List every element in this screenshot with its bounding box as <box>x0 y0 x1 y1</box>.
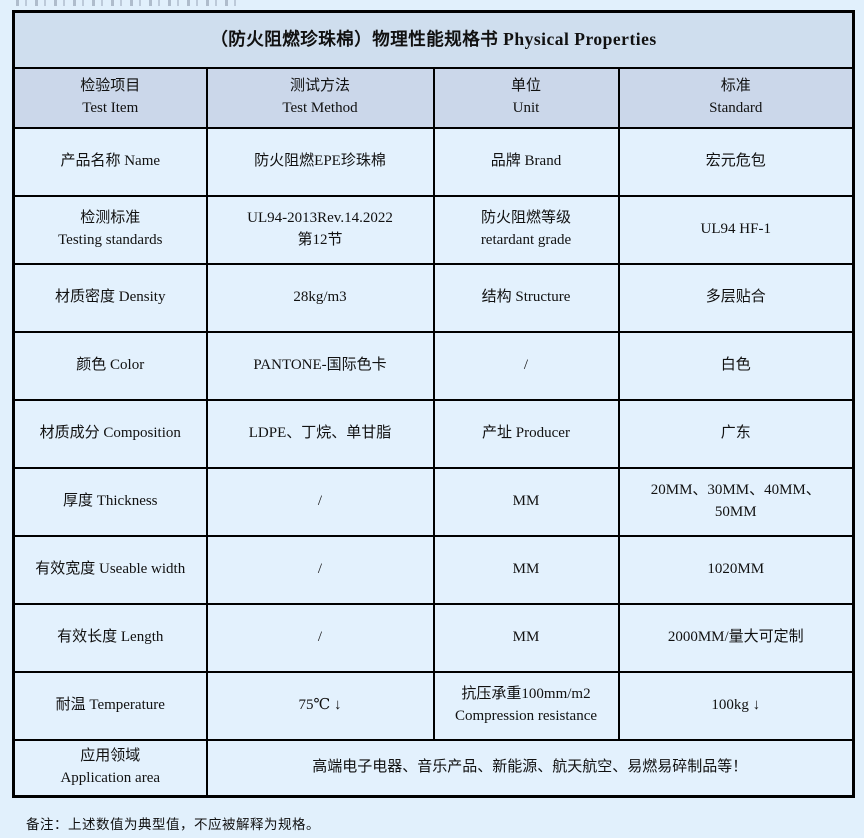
row-label-cell: 应用领域 Application area <box>12 738 208 798</box>
cropped-text-top <box>16 0 238 6</box>
row-value-cell: 白色 <box>617 330 855 401</box>
row-label-cell: 产品名称 Name <box>12 126 208 197</box>
row-label-cell: 品牌 Brand <box>432 126 620 197</box>
row-value-cell: 100kg ↓ <box>617 670 855 741</box>
table-row: 耐温 Temperature 75℃ ↓ 抗压承重100mm/m2 Compre… <box>12 670 855 741</box>
header-row: 检验项目 Test Item 测试方法 Test Method 单位 Unit … <box>12 66 855 129</box>
row-value-cell: 1020MM <box>617 534 855 605</box>
row-value-cell: LDPE、丁烷、单甘脂 <box>205 398 435 469</box>
row-value-cell: 防火阻燃EPE珍珠棉 <box>205 126 435 197</box>
row-value-cell: 28kg/m3 <box>205 262 435 333</box>
table-row: 有效宽度 Useable width / MM 1020MM <box>12 534 855 605</box>
row-label-cell: 有效长度 Length <box>12 602 208 673</box>
row-label-cell: MM <box>432 466 620 537</box>
row-value-cell: 75℃ ↓ <box>205 670 435 741</box>
application-area-value: 高端电子电器、音乐产品、新能源、航天航空、易燃易碎制品等！ <box>205 738 855 798</box>
row-label-cell: 颜色 Color <box>12 330 208 401</box>
row-value-cell: 广东 <box>617 398 855 469</box>
column-header-test-item: 检验项目 Test Item <box>12 66 208 129</box>
row-value-cell: 2000MM/量大可定制 <box>617 602 855 673</box>
table-row: 检测标准 Testing standards UL94-2013Rev.14.2… <box>12 194 855 265</box>
table-row: 颜色 Color PANTONE-国际色卡 / 白色 <box>12 330 855 401</box>
row-label-cell: / <box>432 330 620 401</box>
row-value-cell: 宏元危包 <box>617 126 855 197</box>
row-value-cell: 多层贴合 <box>617 262 855 333</box>
row-value-cell: PANTONE-国际色卡 <box>205 330 435 401</box>
table-row: 材质成分 Composition LDPE、丁烷、单甘脂 产址 Producer… <box>12 398 855 469</box>
row-label-cell: 材质成分 Composition <box>12 398 208 469</box>
row-value-cell: UL94-2013Rev.14.2022 第12节 <box>205 194 435 265</box>
row-value-cell: UL94 HF-1 <box>617 194 855 265</box>
table-row: 厚度 Thickness / MM 20MM、30MM、40MM、 50MM <box>12 466 855 537</box>
title-row: （防火阻燃珍珠棉）物理性能规格书 Physical Properties <box>12 10 855 69</box>
page-title: （防火阻燃珍珠棉）物理性能规格书 Physical Properties <box>12 10 855 69</box>
row-label-cell: 防火阻燃等级 retardant grade <box>432 194 620 265</box>
row-label-cell: 结构 Structure <box>432 262 620 333</box>
table-row: 产品名称 Name 防火阻燃EPE珍珠棉 品牌 Brand 宏元危包 <box>12 126 855 197</box>
row-value-cell: 20MM、30MM、40MM、 50MM <box>617 466 855 537</box>
row-label-cell: 材质密度 Density <box>12 262 208 333</box>
footer-note: 备注：上述数值为典型值，不应被解释为规格。 <box>26 817 320 832</box>
column-header-test-method: 测试方法 Test Method <box>205 66 435 129</box>
row-value-cell: / <box>205 466 435 537</box>
row-label-cell: 厚度 Thickness <box>12 466 208 537</box>
row-value-cell: / <box>205 602 435 673</box>
table-row: 材质密度 Density 28kg/m3 结构 Structure 多层贴合 <box>12 262 855 333</box>
column-header-standard: 标准 Standard <box>617 66 855 129</box>
row-label-cell: MM <box>432 602 620 673</box>
column-header-unit: 单位 Unit <box>432 66 620 129</box>
row-value-cell: / <box>205 534 435 605</box>
application-area-row: 应用领域 Application area 高端电子电器、音乐产品、新能源、航天… <box>12 738 855 798</box>
row-label-cell: 有效宽度 Useable width <box>12 534 208 605</box>
row-label-cell: 耐温 Temperature <box>12 670 208 741</box>
row-label-cell: 检测标准 Testing standards <box>12 194 208 265</box>
table-row: 有效长度 Length / MM 2000MM/量大可定制 <box>12 602 855 673</box>
row-label-cell: 抗压承重100mm/m2 Compression resistance <box>432 670 620 741</box>
row-label-cell: 产址 Producer <box>432 398 620 469</box>
row-label-cell: MM <box>432 534 620 605</box>
physical-properties-table: （防火阻燃珍珠棉）物理性能规格书 Physical Properties 检验项… <box>12 10 856 798</box>
